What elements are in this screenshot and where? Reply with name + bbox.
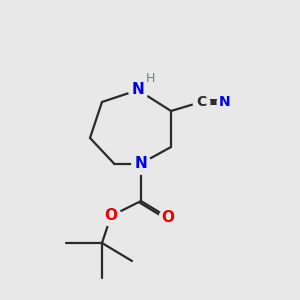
Text: O: O (104, 208, 118, 224)
Text: O: O (161, 210, 175, 225)
Text: C: C (196, 95, 206, 109)
Text: N: N (135, 156, 147, 171)
Text: H: H (146, 72, 155, 85)
Text: N: N (132, 82, 144, 97)
Text: N: N (219, 95, 231, 109)
